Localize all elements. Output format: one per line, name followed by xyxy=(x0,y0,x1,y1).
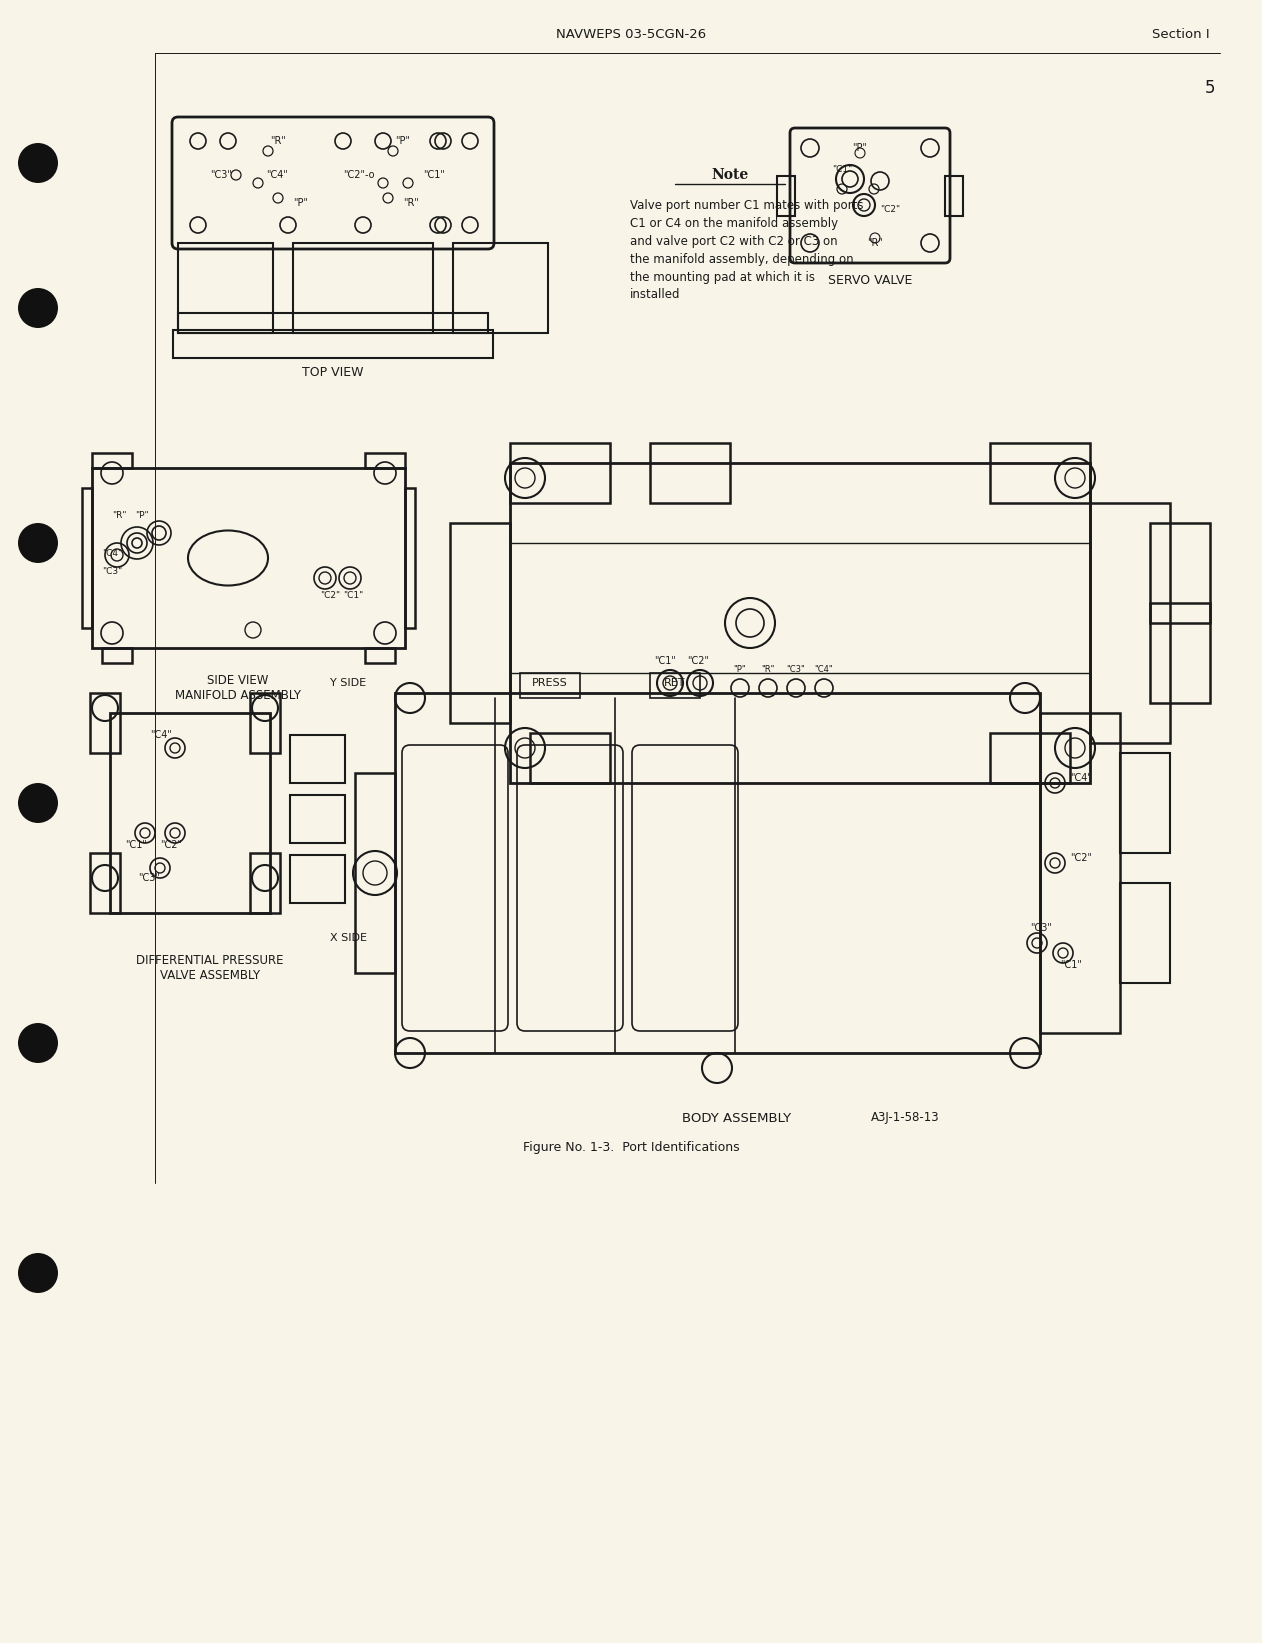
Text: the manifold assembly, depending on: the manifold assembly, depending on xyxy=(630,253,853,266)
Bar xyxy=(110,713,270,914)
Bar xyxy=(1040,713,1119,1033)
Circle shape xyxy=(18,1024,58,1063)
Text: "P": "P" xyxy=(135,511,149,519)
Bar xyxy=(365,453,405,468)
Text: "R": "R" xyxy=(403,199,419,209)
Circle shape xyxy=(18,522,58,564)
Text: 5: 5 xyxy=(1205,79,1215,97)
Text: SERVO VALVE: SERVO VALVE xyxy=(828,273,912,286)
Bar xyxy=(173,330,493,358)
Bar xyxy=(250,853,280,914)
Bar xyxy=(451,522,510,723)
Circle shape xyxy=(18,784,58,823)
Bar xyxy=(1150,522,1210,623)
Text: DIFFERENTIAL PRESSURE
VALVE ASSEMBLY: DIFFERENTIAL PRESSURE VALVE ASSEMBLY xyxy=(136,955,284,983)
Circle shape xyxy=(18,1254,58,1293)
Bar xyxy=(510,463,1090,784)
Text: RET: RET xyxy=(664,679,685,688)
Bar xyxy=(777,176,795,215)
Circle shape xyxy=(18,288,58,329)
Bar xyxy=(1150,603,1210,703)
Text: "C4": "C4" xyxy=(1070,772,1092,784)
Text: BODY ASSEMBLY: BODY ASSEMBLY xyxy=(683,1112,791,1124)
Bar xyxy=(520,674,581,698)
Text: installed: installed xyxy=(630,289,680,302)
Bar xyxy=(92,468,405,647)
Text: "P": "P" xyxy=(293,199,308,209)
Bar xyxy=(178,243,273,334)
Text: Note: Note xyxy=(712,168,748,182)
Text: NAVWEPS 03-5CGN-26: NAVWEPS 03-5CGN-26 xyxy=(557,28,705,41)
Bar xyxy=(290,795,345,843)
Text: "R": "R" xyxy=(270,136,286,146)
Bar xyxy=(945,176,963,215)
Bar xyxy=(250,693,280,752)
Circle shape xyxy=(18,143,58,182)
Text: and valve port C2 with C2 or C3 on: and valve port C2 with C2 or C3 on xyxy=(630,235,838,248)
Text: Figure No. 1-3.  Port Identifications: Figure No. 1-3. Port Identifications xyxy=(522,1142,740,1155)
Text: "C1": "C1" xyxy=(423,169,445,181)
Bar xyxy=(510,444,610,503)
Text: A3J-1-58-13: A3J-1-58-13 xyxy=(871,1112,940,1124)
Text: "C3": "C3" xyxy=(102,567,122,575)
Bar xyxy=(290,854,345,904)
Text: "C2": "C2" xyxy=(160,840,182,849)
Text: C1 or C4 on the manifold assembly: C1 or C4 on the manifold assembly xyxy=(630,217,838,230)
Text: "C2": "C2" xyxy=(1070,853,1092,863)
Text: "P": "P" xyxy=(733,665,746,675)
Text: "C1": "C1" xyxy=(343,591,363,600)
Text: "C1": "C1" xyxy=(1060,960,1082,969)
Text: "R": "R" xyxy=(112,511,126,519)
Text: Valve port number C1 mates with ports: Valve port number C1 mates with ports xyxy=(630,199,863,212)
Text: "P": "P" xyxy=(853,143,867,153)
Text: SIDE VIEW
MANIFOLD ASSEMBLY: SIDE VIEW MANIFOLD ASSEMBLY xyxy=(175,674,302,702)
Text: "R": "R" xyxy=(867,238,883,248)
Text: "C1": "C1" xyxy=(832,164,852,174)
Text: "C3": "C3" xyxy=(786,665,805,675)
Text: "C3": "C3" xyxy=(138,872,160,882)
Bar xyxy=(355,772,395,973)
Text: X SIDE: X SIDE xyxy=(329,933,367,943)
Text: Section I: Section I xyxy=(1152,28,1210,41)
Bar xyxy=(1119,752,1170,853)
Text: TOP VIEW: TOP VIEW xyxy=(303,366,363,380)
Bar xyxy=(1119,882,1170,983)
Bar xyxy=(90,853,120,914)
Text: "C3": "C3" xyxy=(1030,923,1051,933)
Bar xyxy=(82,488,92,628)
Bar xyxy=(293,243,433,334)
Text: "C3": "C3" xyxy=(209,169,232,181)
Text: "C2": "C2" xyxy=(321,591,341,600)
Text: "C4": "C4" xyxy=(102,549,122,557)
Text: "C2": "C2" xyxy=(687,656,709,665)
Text: "R": "R" xyxy=(761,665,775,675)
Bar xyxy=(178,314,488,334)
Text: PRESS: PRESS xyxy=(533,679,568,688)
Text: "C2"-o: "C2"-o xyxy=(343,169,375,181)
Bar xyxy=(92,453,133,468)
Bar xyxy=(650,674,700,698)
Bar xyxy=(650,444,729,503)
Text: "C1": "C1" xyxy=(654,656,676,665)
Text: Y SIDE: Y SIDE xyxy=(329,679,366,688)
Text: "C4": "C4" xyxy=(150,729,172,739)
Text: "C4": "C4" xyxy=(266,169,288,181)
Bar xyxy=(102,647,133,664)
Bar xyxy=(989,444,1090,503)
Bar xyxy=(290,734,345,784)
Bar xyxy=(453,243,548,334)
Text: "P": "P" xyxy=(395,136,410,146)
Bar xyxy=(530,733,610,784)
Bar xyxy=(989,733,1070,784)
Bar xyxy=(405,488,415,628)
Bar xyxy=(395,693,1040,1053)
Text: "C4": "C4" xyxy=(815,665,833,675)
Bar xyxy=(90,693,120,752)
Text: "C1": "C1" xyxy=(125,840,146,849)
Text: "C2": "C2" xyxy=(880,204,900,214)
Text: the mounting pad at which it is: the mounting pad at which it is xyxy=(630,271,815,284)
Bar xyxy=(365,647,395,664)
Bar xyxy=(1090,503,1170,743)
